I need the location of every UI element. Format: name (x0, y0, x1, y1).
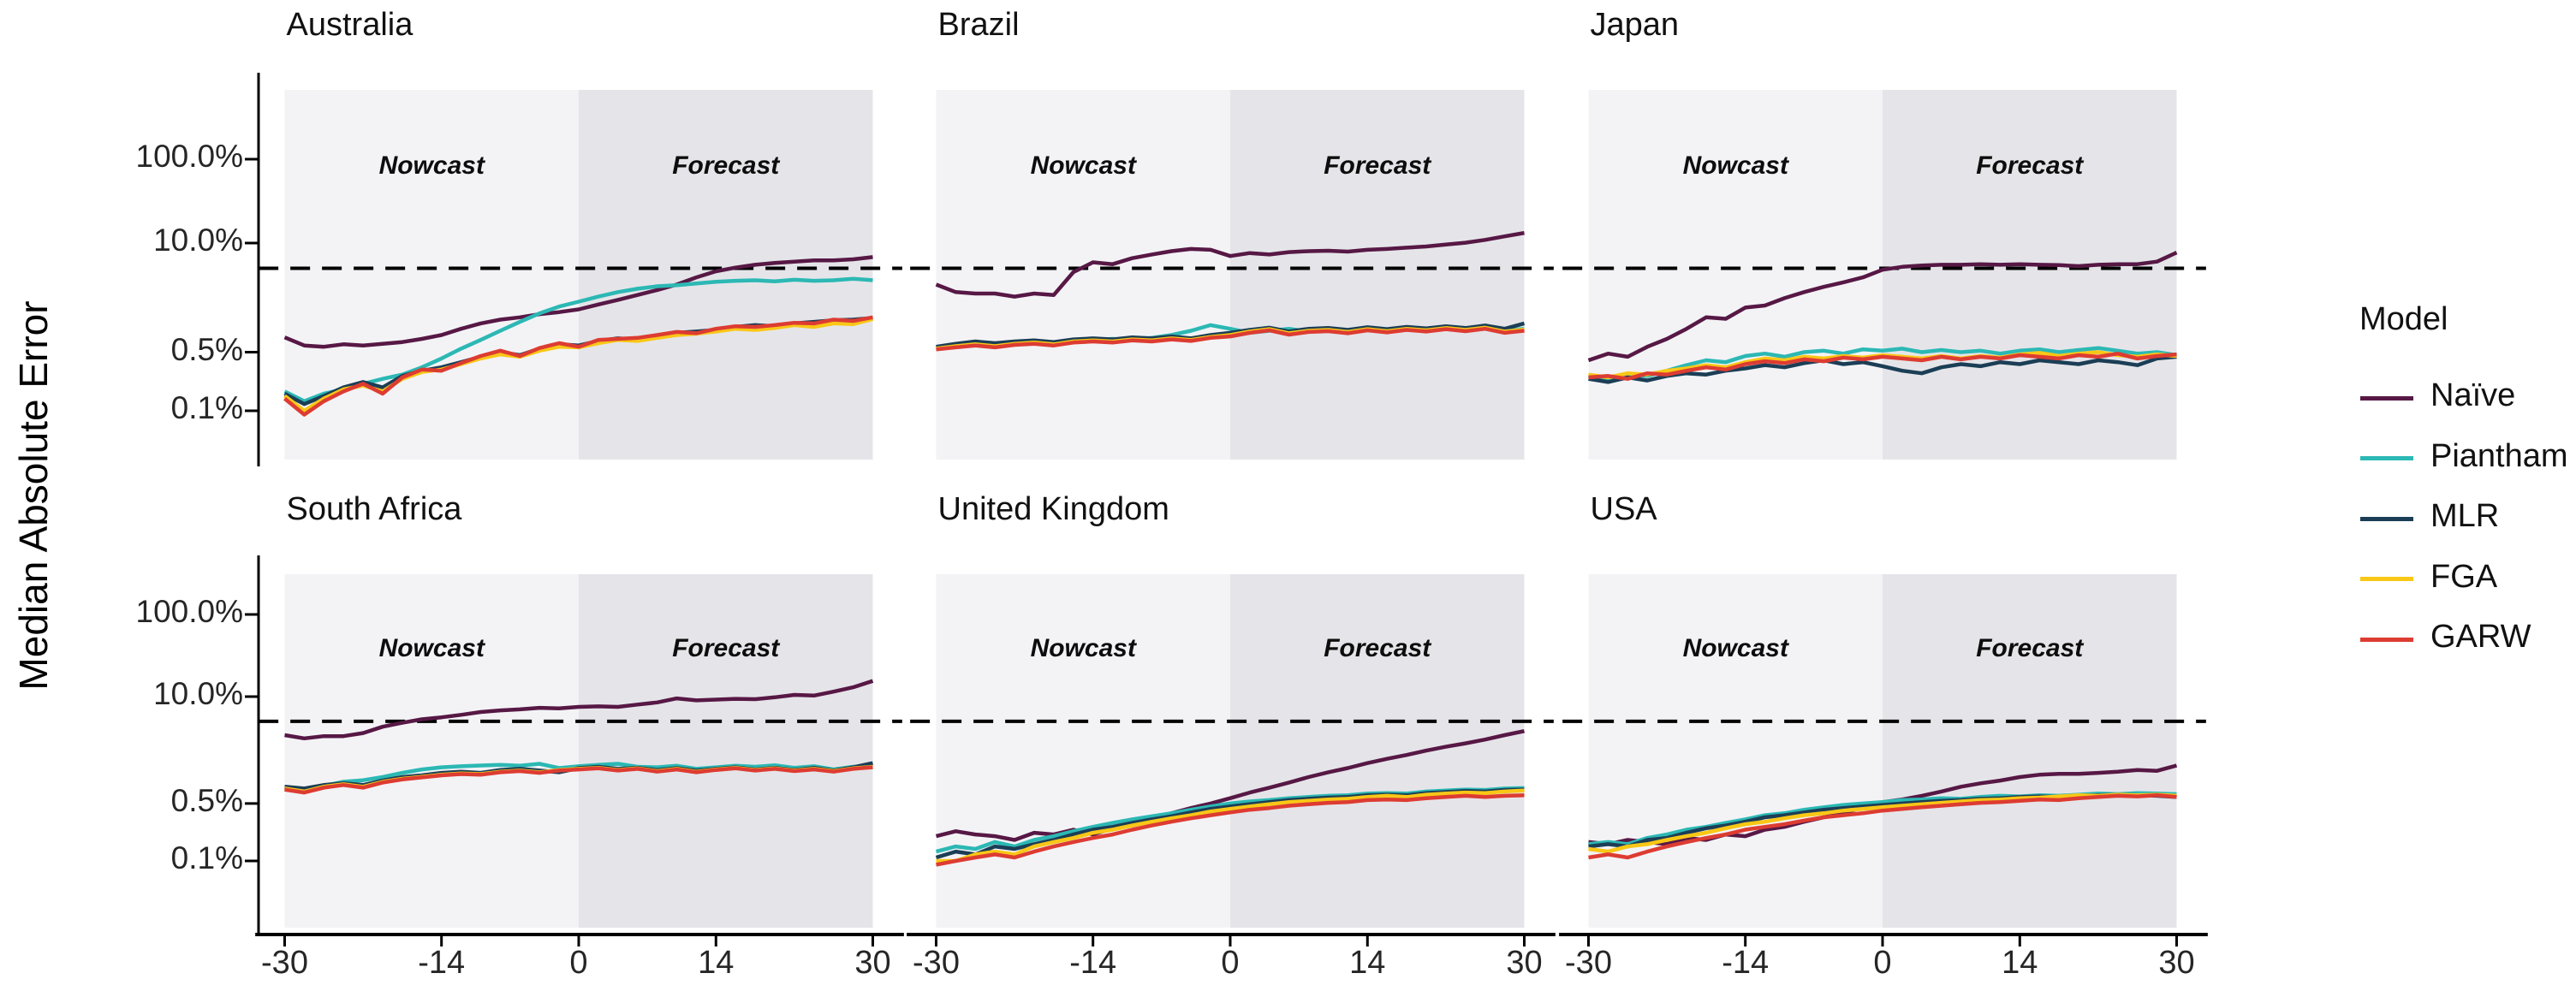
panel-title: USA (1590, 491, 1657, 527)
forecast-annotation: Forecast (672, 634, 780, 662)
panel-title: Brazil (937, 7, 1020, 43)
y-tick-label: 100.0% (135, 139, 244, 174)
legend-item-label: GARW (2430, 619, 2531, 655)
nowcast-annotation: Nowcast (378, 634, 485, 662)
nowcast-annotation: Nowcast (378, 151, 485, 180)
x-tick-label: 30 (1506, 945, 1543, 981)
x-tick-label: 14 (1349, 945, 1386, 981)
x-tick-label: 14 (2002, 945, 2038, 981)
legend-key-line (2360, 456, 2413, 460)
x-tick-label: -30 (261, 945, 308, 981)
panel-title: United Kingdom (937, 491, 1169, 527)
nowcast-annotation: Nowcast (1682, 151, 1788, 180)
nowcast-annotation: Nowcast (1030, 634, 1136, 662)
forecast-annotation: Forecast (1324, 634, 1431, 662)
y-tick-label: 0.1% (170, 390, 243, 425)
forecast-annotation: Forecast (1976, 151, 2084, 180)
legend-key-line (2360, 577, 2413, 581)
panel-title: Australia (286, 7, 413, 43)
x-tick-label: -30 (1565, 945, 1612, 981)
forecast-annotation: Forecast (1324, 151, 1431, 180)
y-tick-label: 0.5% (170, 331, 243, 367)
legend-title: Model (2359, 301, 2448, 337)
panel-title: Japan (1590, 7, 1680, 43)
x-tick-label: -14 (1722, 945, 1770, 981)
y-tick-label: 10.0% (153, 676, 243, 711)
x-tick-label: -30 (913, 945, 960, 981)
nowcast-annotation: Nowcast (1030, 151, 1136, 180)
forecast-annotation: Forecast (672, 151, 780, 180)
y-tick-label: 0.5% (170, 782, 243, 818)
y-tick-label: 0.1% (170, 840, 243, 875)
y-tick-label: 100.0% (135, 594, 244, 629)
x-tick-label: 0 (569, 945, 588, 981)
x-tick-label: 30 (854, 945, 891, 981)
x-tick-label: -14 (1069, 945, 1117, 981)
x-tick-label: 0 (1873, 945, 1892, 981)
nowcast-annotation: Nowcast (1682, 634, 1788, 662)
legend-key-line (2360, 516, 2413, 521)
legend-key-line (2360, 395, 2413, 401)
forecast-annotation: Forecast (1976, 634, 2084, 662)
x-tick-label: 14 (698, 945, 735, 981)
legend-item-label: Naïve (2430, 377, 2516, 413)
legend-item-label: Piantham (2430, 437, 2568, 474)
x-tick-label: 30 (2158, 945, 2195, 981)
panel-title: South Africa (286, 491, 462, 527)
legend-key-line (2360, 637, 2413, 642)
y-tick-label: 10.0% (153, 223, 243, 258)
y-axis-title: Median Absolute Error (11, 300, 56, 691)
x-tick-label: 0 (1221, 945, 1240, 981)
legend-item-label: MLR (2430, 498, 2500, 534)
legend-item-label: FGA (2430, 558, 2498, 595)
x-tick-label: -14 (418, 945, 466, 981)
